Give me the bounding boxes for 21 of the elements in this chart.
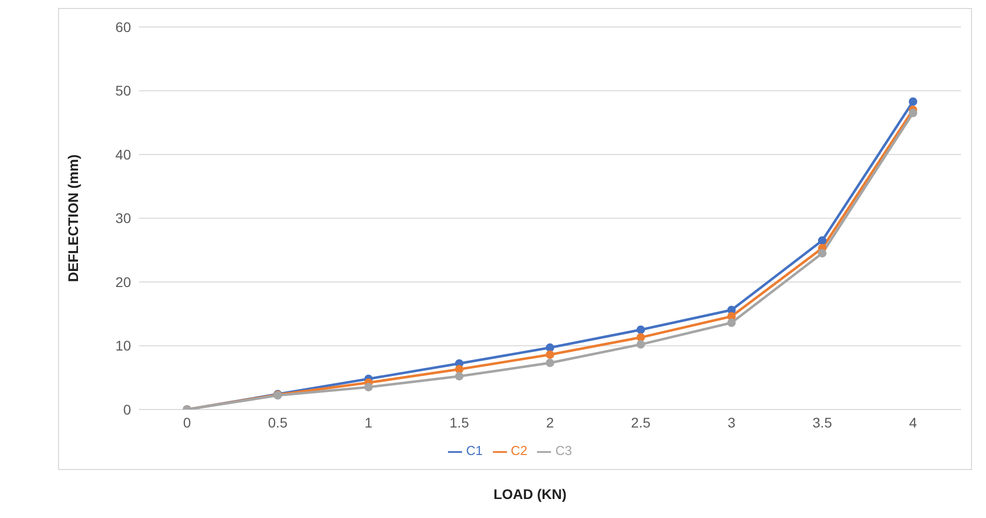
y-tick-label: 20 — [115, 274, 132, 290]
legend-label: C2 — [510, 443, 528, 458]
x-tick-label: 1.5 — [450, 414, 470, 430]
y-tick-label: 30 — [115, 210, 132, 226]
legend-label: C3 — [555, 443, 572, 458]
x-tick-label: 2.5 — [631, 414, 651, 430]
x-tick-label: 0 — [183, 414, 192, 430]
y-tick-label: 40 — [115, 146, 132, 162]
x-tick-label: 3.5 — [812, 414, 832, 430]
x-tick-label: 3 — [728, 414, 736, 430]
y-tick-label: 0 — [123, 401, 132, 418]
x-tick-label: 0.5 — [268, 414, 288, 430]
x-tick-label: 4 — [909, 414, 918, 430]
y-tick-label: 10 — [115, 338, 132, 354]
x-tick-label: 2 — [546, 414, 554, 430]
x-tick-label: 1 — [364, 414, 373, 430]
y-axis-title: DEFLECTION (mm) — [64, 154, 81, 282]
x-axis-title: LOAD (KN) — [492, 486, 568, 502]
y-tick-label: 60 — [115, 18, 132, 35]
legend-label: C1 — [466, 443, 483, 458]
y-tick-label: 50 — [115, 82, 132, 99]
